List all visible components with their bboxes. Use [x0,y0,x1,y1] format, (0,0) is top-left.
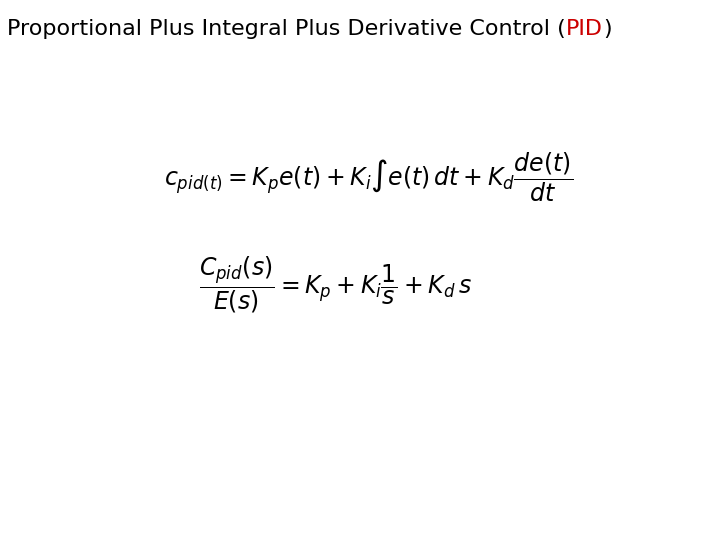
Text: $c_{pid(t)} = K_p e(t) + K_i \int e(t)\, dt + K_d \dfrac{de(t)}{dt}$: $c_{pid(t)} = K_p e(t) + K_i \int e(t)\,… [164,150,574,204]
Text: Proportional Plus Integral Plus Derivative Control (: Proportional Plus Integral Plus Derivati… [7,19,566,39]
Text: ): ) [603,19,611,39]
Text: $\dfrac{C_{pid}(s)}{E(s)} = K_p + K_i \dfrac{1}{s} +K_d\, s$: $\dfrac{C_{pid}(s)}{E(s)} = K_p + K_i \d… [199,255,472,315]
Text: PID: PID [566,19,603,39]
